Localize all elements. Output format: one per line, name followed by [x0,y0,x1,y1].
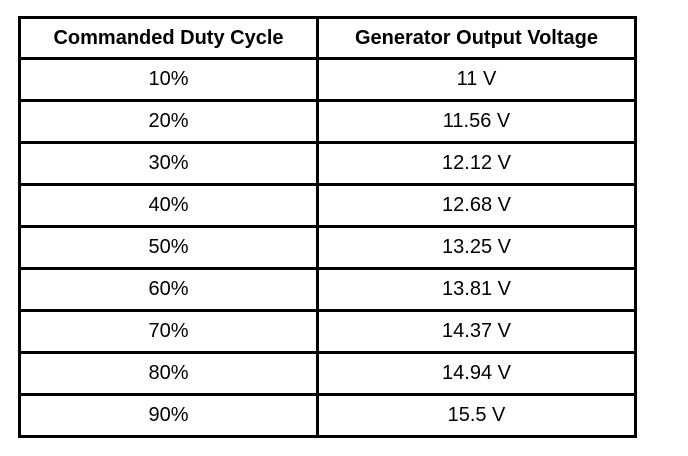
table-row: 60% 13.81 V [18,267,637,312]
header-output-voltage: Generator Output Voltage [316,16,637,60]
table-row: 10% 11 V [18,57,637,102]
duty-cycle-cell: 60% [18,267,319,312]
duty-cycle-cell: 20% [18,99,319,144]
duty-cycle-voltage-table: Commanded Duty Cycle Generator Output Vo… [18,16,637,438]
duty-cycle-cell: 30% [18,141,319,186]
voltage-cell: 13.81 V [316,267,637,312]
table-row: 70% 14.37 V [18,309,637,354]
table-row: 40% 12.68 V [18,183,637,228]
voltage-cell: 15.5 V [316,393,637,438]
duty-cycle-cell: 80% [18,351,319,396]
voltage-cell: 14.37 V [316,309,637,354]
table-header-row: Commanded Duty Cycle Generator Output Vo… [18,16,637,60]
voltage-cell: 12.68 V [316,183,637,228]
voltage-cell: 14.94 V [316,351,637,396]
table-row: 20% 11.56 V [18,99,637,144]
table-row: 90% 15.5 V [18,393,637,438]
duty-cycle-cell: 70% [18,309,319,354]
voltage-cell: 12.12 V [316,141,637,186]
table-row: 80% 14.94 V [18,351,637,396]
duty-cycle-cell: 40% [18,183,319,228]
voltage-cell: 13.25 V [316,225,637,270]
voltage-cell: 11.56 V [316,99,637,144]
table-row: 50% 13.25 V [18,225,637,270]
voltage-cell: 11 V [316,57,637,102]
duty-cycle-cell: 50% [18,225,319,270]
duty-cycle-cell: 90% [18,393,319,438]
header-duty-cycle: Commanded Duty Cycle [18,16,319,60]
table-row: 30% 12.12 V [18,141,637,186]
duty-cycle-cell: 10% [18,57,319,102]
